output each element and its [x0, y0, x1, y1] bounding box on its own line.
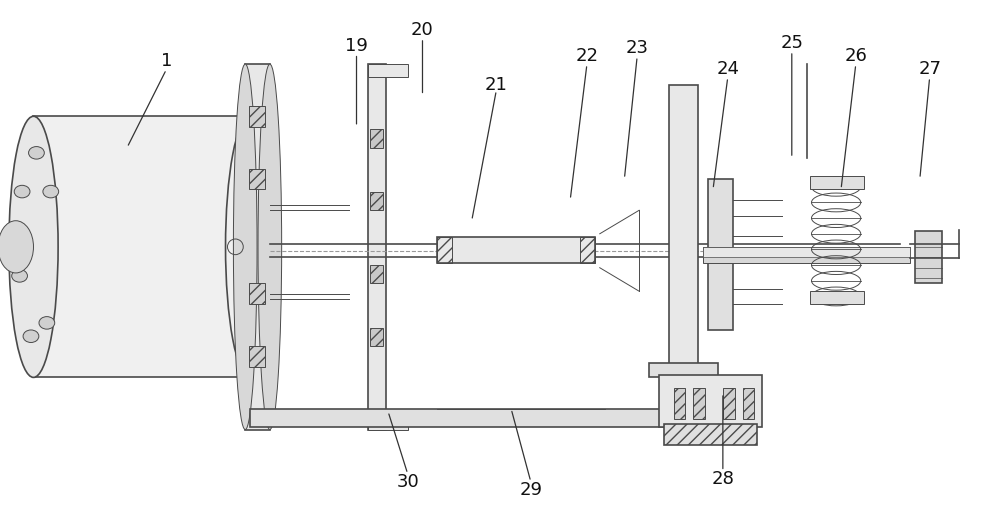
- Ellipse shape: [226, 116, 275, 377]
- Bar: [437, 237, 452, 262]
- Text: 1: 1: [161, 52, 172, 70]
- Text: 27: 27: [918, 60, 941, 78]
- Bar: [703, 247, 910, 257]
- Bar: [743, 388, 754, 419]
- Ellipse shape: [23, 330, 39, 342]
- Bar: [368, 64, 386, 429]
- Bar: [664, 424, 757, 445]
- Ellipse shape: [258, 64, 282, 429]
- Bar: [669, 85, 698, 377]
- Text: 20: 20: [411, 21, 434, 39]
- Ellipse shape: [233, 64, 257, 429]
- Bar: [659, 375, 762, 427]
- Bar: [810, 176, 864, 190]
- Bar: [249, 106, 265, 127]
- Bar: [249, 284, 265, 304]
- Text: 25: 25: [780, 34, 803, 52]
- Bar: [723, 388, 735, 419]
- Bar: [370, 192, 383, 211]
- Text: 26: 26: [844, 47, 867, 65]
- Ellipse shape: [29, 146, 44, 159]
- Bar: [370, 328, 383, 346]
- Bar: [370, 265, 383, 284]
- Ellipse shape: [14, 185, 30, 198]
- Bar: [370, 129, 383, 148]
- Bar: [674, 388, 685, 419]
- Ellipse shape: [0, 220, 33, 273]
- Bar: [250, 409, 693, 427]
- Ellipse shape: [39, 317, 55, 329]
- Bar: [810, 291, 864, 304]
- Text: 28: 28: [711, 470, 734, 488]
- Bar: [708, 179, 733, 330]
- Text: 23: 23: [626, 39, 649, 57]
- Ellipse shape: [43, 185, 59, 198]
- Bar: [33, 116, 250, 377]
- Text: 24: 24: [716, 60, 739, 78]
- Ellipse shape: [9, 116, 58, 377]
- Bar: [437, 237, 595, 262]
- Bar: [649, 363, 718, 377]
- Bar: [368, 416, 408, 429]
- Bar: [368, 64, 408, 77]
- Text: 29: 29: [519, 481, 542, 499]
- Bar: [580, 237, 595, 262]
- Bar: [915, 231, 942, 284]
- Ellipse shape: [12, 270, 27, 282]
- Bar: [249, 169, 265, 190]
- Text: 22: 22: [575, 47, 598, 65]
- Bar: [693, 388, 705, 419]
- Bar: [703, 247, 910, 262]
- Bar: [245, 64, 270, 429]
- Bar: [249, 346, 265, 367]
- Text: 21: 21: [485, 76, 508, 94]
- Text: 30: 30: [396, 473, 419, 491]
- Text: 19: 19: [345, 37, 368, 55]
